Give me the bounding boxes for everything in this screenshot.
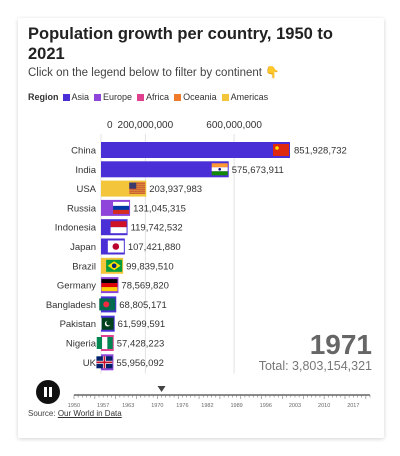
legend-swatch	[94, 93, 102, 101]
region-legend: Region Asia Europe Africa Oceania Americas	[28, 90, 273, 104]
legend-item-africa[interactable]: Africa	[137, 92, 169, 102]
value-label: 99,839,510	[126, 261, 174, 272]
value-label: 78,569,820	[121, 281, 169, 292]
legend-swatch	[62, 93, 70, 101]
x-tick-label: 200,000,000	[118, 120, 174, 131]
source-note: Source: Our World in Data	[28, 409, 122, 418]
legend-item-europe[interactable]: Europe	[94, 92, 132, 102]
x-tick-label: 600,000,000	[206, 120, 262, 131]
legend-label: Europe	[103, 92, 133, 102]
country-label: Indonesia	[55, 223, 97, 234]
india-flag-icon	[211, 163, 228, 176]
japan-flag-icon	[107, 240, 124, 253]
country-label: USA	[76, 184, 96, 195]
legend-label: Oceania	[183, 92, 217, 102]
country-label: India	[75, 165, 96, 176]
timeline-handle[interactable]	[157, 386, 166, 392]
legend-label: Africa	[146, 92, 170, 102]
timeline-tick-label: 1996	[260, 403, 272, 408]
value-label: 55,956,092	[116, 358, 164, 369]
timeline-tick-label: 2010	[318, 403, 330, 408]
country-label: Germany	[57, 281, 96, 292]
value-label: 131,045,315	[133, 203, 186, 214]
legend-item-oceania[interactable]: Oceania	[174, 92, 217, 102]
germany-flag-icon	[101, 279, 118, 292]
country-label: Pakistan	[60, 319, 96, 330]
value-label: 575,673,911	[232, 165, 284, 176]
timeline-tick-label: 2017	[347, 403, 359, 408]
bar-india	[101, 161, 229, 178]
legend-item-asia[interactable]: Asia	[62, 92, 90, 102]
country-label: Russia	[67, 203, 97, 214]
current-year: 1971	[310, 329, 372, 360]
chart-subtitle: Click on the legend below to filter by c…	[28, 65, 368, 79]
legend-swatch	[221, 93, 229, 101]
china-flag-icon	[273, 144, 289, 156]
brazil-flag-icon	[106, 259, 123, 272]
country-label: Bangladesh	[46, 300, 96, 311]
pointing-down-hand-icon: 👇	[265, 67, 280, 79]
timeline-tick-label: 1957	[97, 403, 109, 408]
legend-label: Asia	[71, 92, 90, 102]
pause-button[interactable]	[36, 380, 60, 404]
legend-title: Region	[28, 92, 59, 102]
chart-card: Population growth per country, 1950 to 2…	[18, 18, 384, 438]
value-label: 119,742,532	[131, 223, 183, 234]
subtitle-text: Click on the legend below to filter by c…	[28, 67, 262, 79]
value-label: 203,937,983	[149, 184, 202, 195]
legend-swatch	[174, 93, 182, 101]
chart-title: Population growth per country, 1950 to 2…	[28, 25, 333, 63]
uk-flag-icon	[96, 356, 113, 369]
timeline-tick-label: 1950	[68, 403, 80, 408]
timeline-tick-label: 1976	[176, 403, 188, 408]
country-label: Nigeria	[66, 339, 97, 350]
pause-icon	[44, 387, 52, 397]
value-label: 107,421,880	[128, 242, 181, 253]
bangladesh-flag-icon	[99, 298, 116, 311]
source-link[interactable]: Our World in Data	[57, 409, 122, 418]
legend-swatch	[137, 93, 145, 101]
usa-flag-icon	[129, 182, 146, 194]
country-label: UK	[83, 358, 97, 369]
timeline-tick-label: 2003	[289, 403, 301, 408]
x-tick-label: 0	[107, 120, 113, 131]
pakistan-flag-icon	[97, 317, 114, 330]
country-label: China	[71, 146, 97, 157]
bar-china	[101, 142, 290, 158]
value-label: 851,928,732	[294, 146, 347, 157]
value-label: 61,599,591	[118, 319, 166, 330]
nigeria-flag-icon	[96, 337, 113, 349]
country-label: Japan	[70, 242, 96, 253]
bar-chart: 0 200,000,000 600,000,000 China 851,928,732 I…	[36, 120, 372, 408]
total-population: Total: 3,803,154,321	[259, 359, 372, 373]
country-label: Brazil	[72, 261, 96, 272]
legend-item-americas[interactable]: Americas	[221, 92, 269, 102]
timeline-tick-label: 1970	[151, 403, 163, 408]
legend-label: Americas	[230, 92, 269, 102]
source-label: Source:	[28, 409, 56, 418]
indonesia-flag-icon	[110, 221, 127, 234]
timeline-tick-label: 1982	[201, 403, 213, 408]
value-label: 57,428,223	[117, 339, 165, 350]
timeline-tick-label: 1963	[122, 403, 134, 408]
value-label: 68,805,171	[119, 300, 167, 311]
timeline-tick-label: 1989	[230, 403, 242, 408]
russia-flag-icon	[113, 201, 130, 214]
